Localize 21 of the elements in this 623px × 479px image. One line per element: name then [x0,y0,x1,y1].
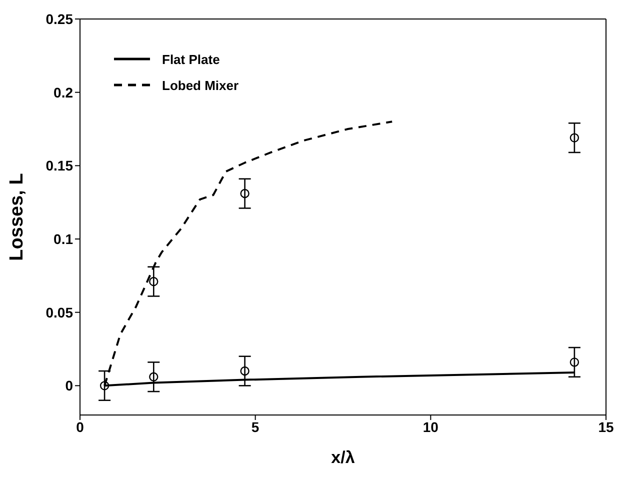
x-tick-label: 0 [76,418,84,435]
point [240,366,250,376]
y-tick-label: 0.25 [46,10,74,27]
point [570,358,580,367]
point [149,372,158,382]
x-axis-title: x/λ [331,448,356,467]
x-tick-label: 10 [422,418,439,435]
y-tick-label: 0.05 [46,304,74,320]
legend-label: Flat Plate [162,52,220,66]
x-tick-label: 5 [251,418,260,435]
y-axis-title: Losses, L [6,172,28,261]
point [100,381,110,390]
legend-label: Lobed Mixer [162,78,239,92]
point [149,276,158,286]
point [240,188,250,198]
point [570,133,580,142]
y-tick-label: 0.2 [54,84,74,100]
y-tick-label: 0.15 [46,158,74,174]
x-tick-label: 15 [598,418,614,435]
y-tick-label: 0 [65,378,74,394]
y-tick-label: 0.1 [54,230,74,247]
